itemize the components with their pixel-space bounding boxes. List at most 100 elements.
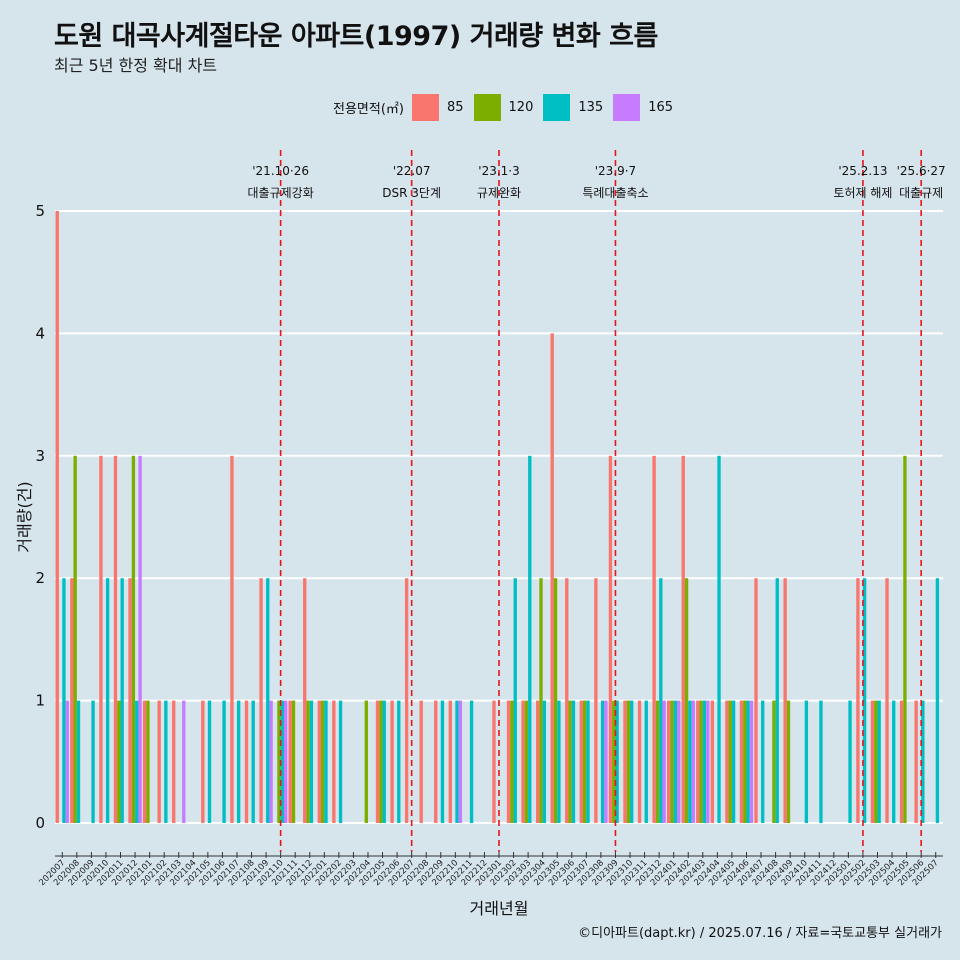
bar-135-202209: [440, 700, 445, 823]
bar-85-202310: [623, 700, 627, 823]
event-label-202502: 토허제 해제: [833, 186, 892, 200]
event-date-202110: '21.10·26: [252, 164, 309, 178]
bar-85-202205: [375, 700, 380, 823]
bar-85-202301: [492, 700, 496, 823]
bar-135-202308: [600, 700, 605, 823]
bar-165-202103: [182, 700, 186, 823]
bar-120-202408: [772, 700, 776, 823]
bar-135-202011: [120, 578, 124, 823]
bar-120-202008: [73, 455, 77, 823]
bar-135-202306: [571, 700, 576, 823]
bar-135-202310: [630, 700, 634, 823]
y-tick-label: 5: [35, 202, 45, 220]
bar-85-202107: [230, 455, 234, 823]
bar-165-202012: [138, 455, 142, 823]
bar-135-202106: [222, 700, 226, 823]
bar-165-202312: [662, 700, 666, 823]
legend-item-85: 85: [411, 93, 464, 121]
y-tick-label: 2: [35, 569, 45, 587]
bar-120-202205: [379, 700, 383, 823]
bar-165-202110: [283, 700, 288, 823]
bar-120-202305: [553, 578, 558, 823]
bar-85-202103: [172, 700, 176, 823]
bar-85-202201: [317, 700, 321, 823]
bar-85-202111: [288, 700, 292, 823]
bar-135-202108: [251, 700, 255, 823]
event-label-202207: DSR 3단계: [382, 186, 441, 200]
bar-85-202209: [434, 700, 438, 823]
bar-85-202108: [244, 700, 249, 823]
bar-120-202302: [510, 700, 514, 823]
x-axis-title: 거래년월: [470, 899, 529, 918]
bar-135-202110: [280, 700, 284, 823]
bar-135-202312: [659, 578, 663, 823]
bar-120-202505: [903, 455, 907, 823]
event-date-202301: '23.1·3: [478, 164, 519, 178]
bar-120-202406: [743, 700, 747, 823]
bar-135-202404: [717, 455, 721, 823]
bar-85-202101: [142, 700, 147, 823]
bar-135-202109: [266, 578, 270, 823]
legend-swatch-165: [613, 93, 641, 121]
bar-85-202403: [696, 700, 700, 823]
bar-85-202407: [754, 578, 758, 823]
bar-135-202403: [702, 700, 707, 823]
bar-120-202307: [582, 700, 587, 823]
bar-135-202407: [761, 700, 765, 823]
bar-135-202105: [207, 700, 212, 823]
bar-120-202112: [306, 700, 310, 823]
bar-165-202403: [706, 700, 710, 823]
event-label-202309: 특례대출축소: [582, 186, 648, 200]
legend-label-135: 135: [578, 99, 604, 115]
bar-135-202401: [673, 700, 678, 823]
bar-135-202408: [775, 578, 779, 823]
legend: 전용면적(㎡) 85 120 135 165: [333, 93, 683, 121]
bar-85-202406: [739, 700, 744, 823]
bar-85-202011: [113, 455, 118, 823]
bar-135-202010: [105, 578, 110, 823]
bar-85-202401: [666, 700, 671, 823]
bar-85-202105: [201, 700, 205, 823]
bar-85-202202: [332, 700, 336, 823]
source-caption: ©디아파트(dapt.kr) / 2025.07.16 / 자료=국토교통부 실…: [578, 926, 942, 941]
bar-135-202202: [338, 700, 343, 823]
bar-165-202007: [65, 700, 69, 823]
bar-120-202312: [655, 700, 660, 823]
bar-85-202303: [521, 700, 525, 823]
bar-135-202201: [324, 700, 328, 823]
bar-85-202502: [856, 578, 860, 823]
bar-85-202312: [652, 455, 656, 823]
bar-120-202403: [699, 700, 703, 823]
bar-135-202309: [615, 700, 619, 823]
bar-85-202012: [128, 578, 132, 823]
bar-85-202309: [608, 455, 613, 823]
bar-165-202210: [458, 700, 463, 823]
bar-135-202504: [892, 700, 896, 823]
bar-85-202306: [565, 578, 569, 823]
bar-85-202305: [550, 333, 554, 823]
bar-85-202311: [637, 700, 642, 823]
bar-135-202205: [382, 700, 386, 823]
bar-120-202101: [146, 700, 150, 823]
legend-label-85: 85: [446, 99, 464, 115]
bar-165-202402: [691, 700, 695, 823]
legend-label-165: 165: [648, 99, 674, 115]
bar-135-202009: [91, 700, 95, 823]
event-date-202309: '23.9·7: [595, 164, 636, 178]
legend-item-135: 135: [543, 93, 604, 121]
bar-85-202109: [259, 578, 263, 823]
bar-120-202503: [874, 700, 878, 823]
bar-85-202307: [579, 700, 583, 823]
y-tick-label: 4: [35, 324, 45, 342]
bar-120-202402: [684, 578, 689, 823]
y-tick-label: 3: [35, 447, 45, 465]
bar-85-202208: [419, 700, 423, 823]
legend-title: 전용면적(㎡): [333, 101, 404, 117]
bar-135-202402: [688, 700, 692, 823]
legend-item-165: 165: [613, 93, 674, 121]
bar-85-202206: [390, 700, 394, 823]
bar-165-202308: [604, 700, 608, 823]
bar-85-202010: [99, 455, 103, 823]
bar-120-202110: [277, 700, 281, 823]
bar-135-202211: [469, 700, 474, 823]
